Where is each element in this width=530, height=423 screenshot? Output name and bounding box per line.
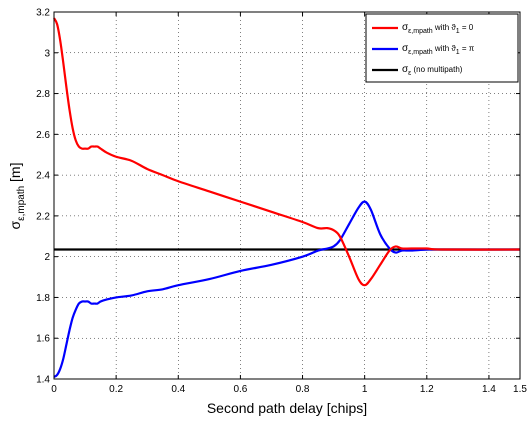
x-axis-ticks: 0 0.2 0.4 0.6 0.8 1 1.2 1.4 1.5 xyxy=(51,12,527,395)
legend-sub2-0: 1 xyxy=(456,28,460,35)
y-tick-label: 2.4 xyxy=(36,171,50,182)
legend-entry-0: σε,mpath with ϑ1 = 0 xyxy=(402,22,474,35)
y-axis-ticks: 1.4 1.6 1.8 2 2.2 2.4 2.6 2.8 3 3.2 xyxy=(36,8,520,386)
legend-rest2-1: = π xyxy=(460,44,475,53)
x-tick-label: 1.2 xyxy=(420,384,434,395)
y-tick-label: 2.6 xyxy=(36,130,50,141)
legend-main-1: σ xyxy=(402,43,409,54)
legend-sub2-1: 1 xyxy=(456,49,460,56)
x-tick-label: 1.5 xyxy=(513,384,527,395)
y-axis-label-sub: ε,mpath xyxy=(16,186,27,221)
y-axis-label: σε,mpath [m] xyxy=(7,162,27,229)
x-tick-label: 0 xyxy=(51,384,57,395)
x-tick-label: 0.8 xyxy=(296,384,310,395)
legend-main-0: σ xyxy=(402,22,409,33)
y-tick-label: 3 xyxy=(44,48,50,59)
y-tick-label: 2.8 xyxy=(36,89,50,100)
legend-entry-1: σε,mpath with ϑ1 = π xyxy=(402,43,475,56)
series-lines xyxy=(53,17,521,378)
y-axis-label-main: σ xyxy=(7,221,23,230)
y-tick-label: 2 xyxy=(44,252,50,263)
y-tick-label: 2.2 xyxy=(36,211,50,222)
y-tick-label: 1.8 xyxy=(36,293,50,304)
x-tick-label: 0.2 xyxy=(109,384,123,395)
series-blue-theta-pi xyxy=(53,200,520,378)
series-red-theta-0 xyxy=(53,17,521,287)
legend-entry-2: σε (no multipath) xyxy=(402,64,463,77)
plot-frame xyxy=(53,11,521,380)
legend-rest-0: with ϑ xyxy=(433,23,457,32)
legend-rest-2: (no multipath) xyxy=(411,65,462,74)
x-tick-label: 1 xyxy=(362,384,368,395)
y-axis-label-unit: [m] xyxy=(7,162,23,185)
y-tick-label: 3.2 xyxy=(36,8,50,19)
legend-sub-0: ε,mpath xyxy=(408,28,433,35)
x-tick-label: 0.4 xyxy=(171,384,185,395)
y-tick-label: 1.4 xyxy=(36,375,50,386)
y-tick-label: 1.6 xyxy=(36,334,50,345)
x-tick-label: 0.6 xyxy=(233,384,247,395)
legend-rest2-0: = 0 xyxy=(460,23,474,32)
legend-main-2: σ xyxy=(402,64,409,75)
x-axis-label: Second path delay [chips] xyxy=(207,400,367,416)
legend-sub-2: ε xyxy=(408,70,411,77)
legend: σε,mpath with ϑ1 = 0σε,mpath with ϑ1 = π… xyxy=(365,13,519,83)
legend-rest-1: with ϑ xyxy=(433,44,457,53)
legend-sub-1: ε,mpath xyxy=(408,49,433,56)
x-tick-label: 1.4 xyxy=(482,384,496,395)
